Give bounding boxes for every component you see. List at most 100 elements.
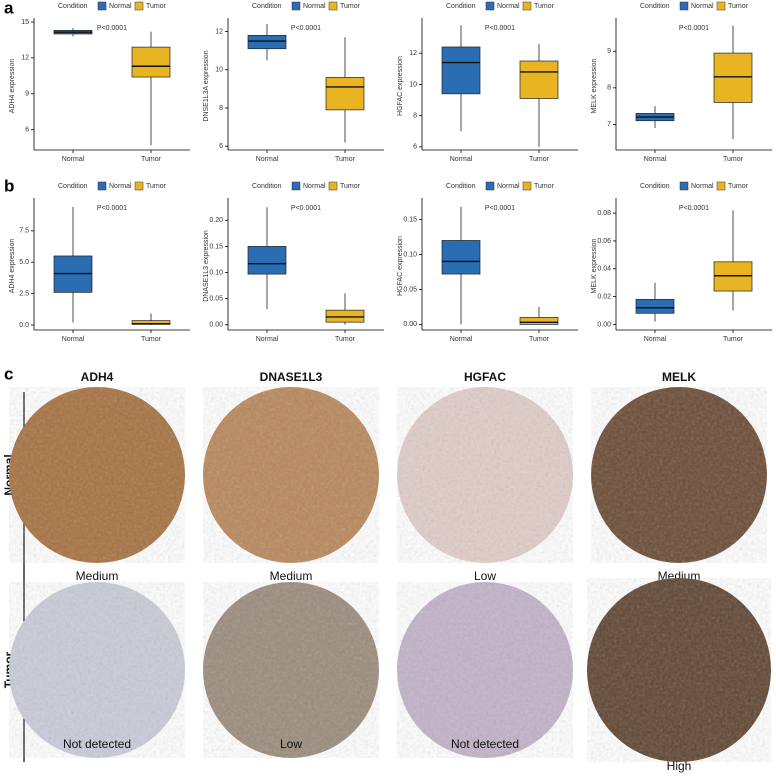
x-tick-label: Normal [62, 336, 85, 343]
legend-label: Tumor [534, 3, 555, 10]
y-axis-label: HGFAC expression [397, 56, 404, 116]
column-header: MELK [662, 370, 696, 384]
legend-title: Condition [252, 3, 282, 10]
legend-label: Tumor [340, 183, 361, 190]
legend-label: Tumor [146, 183, 167, 190]
y-tick-label: 10 [215, 67, 223, 74]
y-axis-label: ADH4 expression [9, 59, 16, 114]
y-tick-label: 2.5 [19, 290, 29, 297]
y-tick-label: 0.10 [209, 269, 223, 276]
box [247, 35, 287, 50]
y-tick-label: 6 [25, 127, 29, 134]
y-tick-label: 0.00 [209, 322, 223, 329]
p-value: P<0.0001 [485, 25, 515, 32]
x-tick-label: Normal [450, 156, 473, 163]
y-tick-label: 0.08 [597, 210, 611, 217]
tissue-texture [591, 387, 767, 563]
p-value: P<0.0001 [679, 205, 709, 212]
legend-label: Normal [109, 183, 132, 190]
box [441, 240, 481, 275]
box [635, 299, 675, 314]
legend-title: Condition [446, 3, 476, 10]
y-tick-label: 0.00 [403, 321, 417, 328]
x-tick-label: Tumor [529, 156, 550, 163]
box [325, 309, 365, 323]
p-value: P<0.0001 [679, 25, 709, 32]
legend-label: Tumor [340, 3, 361, 10]
y-tick-label: 0.05 [403, 286, 417, 293]
x-tick-label: Normal [644, 336, 667, 343]
x-tick-label: Normal [450, 336, 473, 343]
x-tick-label: Tumor [335, 156, 356, 163]
column-header: HGFAC [464, 370, 506, 384]
box [325, 77, 365, 111]
y-tick-label: 5.0 [19, 259, 29, 266]
y-axis-label: HGFAC expression [397, 236, 404, 296]
panel-letter: b [4, 176, 14, 195]
box [247, 246, 287, 275]
legend-label: Tumor [728, 3, 749, 10]
legend-swatch [328, 1, 338, 11]
box [519, 60, 559, 99]
y-tick-label: 8 [219, 105, 223, 112]
y-tick-label: 15 [21, 19, 29, 26]
legend-label: Normal [303, 183, 326, 190]
x-tick-label: Tumor [529, 336, 550, 343]
x-tick-label: Normal [62, 156, 85, 163]
y-tick-label: 6 [219, 143, 223, 150]
p-value: P<0.0001 [97, 25, 127, 32]
legend-title: Condition [58, 3, 88, 10]
y-tick-label: 6 [413, 144, 417, 151]
box [441, 46, 481, 95]
x-tick-label: Tumor [335, 336, 356, 343]
x-tick-label: Tumor [141, 156, 162, 163]
tissue-texture [203, 582, 379, 758]
staining-level: Low [474, 569, 496, 583]
staining-level: Not detected [63, 737, 131, 751]
legend-label: Normal [303, 3, 326, 10]
x-tick-label: Normal [256, 336, 279, 343]
legend-label: Tumor [534, 183, 555, 190]
y-tick-label: 7 [607, 121, 611, 128]
p-value: P<0.0001 [97, 205, 127, 212]
y-tick-label: 10 [409, 81, 417, 88]
y-tick-label: 0.00 [597, 321, 611, 328]
x-tick-label: Tumor [141, 336, 162, 343]
x-tick-label: Tumor [723, 336, 744, 343]
legend-swatch [679, 1, 689, 11]
legend-swatch [485, 181, 495, 191]
legend-title: Condition [640, 3, 670, 10]
box [131, 46, 171, 78]
panel-letter: a [4, 0, 14, 17]
y-tick-label: 0.06 [597, 238, 611, 245]
tissue-texture [397, 387, 573, 563]
legend-label: Tumor [728, 183, 749, 190]
staining-level: Medium [270, 569, 313, 583]
tissue-texture [203, 387, 379, 563]
y-axis-label: MELK expression [591, 58, 598, 113]
legend-swatch [97, 181, 107, 191]
staining-level: Medium [76, 569, 119, 583]
column-header: DNASE1L3 [260, 370, 323, 384]
y-tick-label: 0.15 [209, 243, 223, 250]
legend-swatch [134, 1, 144, 11]
y-tick-label: 0.02 [597, 293, 611, 300]
panel-letter: c [4, 364, 13, 383]
y-tick-label: 9 [25, 91, 29, 98]
staining-level: Low [280, 737, 302, 751]
staining-level: High [667, 759, 692, 773]
legend-swatch [679, 181, 689, 191]
legend-title: Condition [58, 183, 88, 190]
legend-swatch [328, 181, 338, 191]
x-tick-label: Normal [256, 156, 279, 163]
y-axis-label: DNASE1L3 expression [203, 230, 210, 302]
x-tick-label: Normal [644, 156, 667, 163]
box [519, 317, 559, 325]
column-header: ADH4 [81, 370, 114, 384]
p-value: P<0.0001 [291, 205, 321, 212]
legend-label: Normal [109, 3, 132, 10]
box [713, 52, 753, 103]
legend-label: Normal [497, 183, 520, 190]
y-axis-label: MELK expression [591, 238, 598, 293]
